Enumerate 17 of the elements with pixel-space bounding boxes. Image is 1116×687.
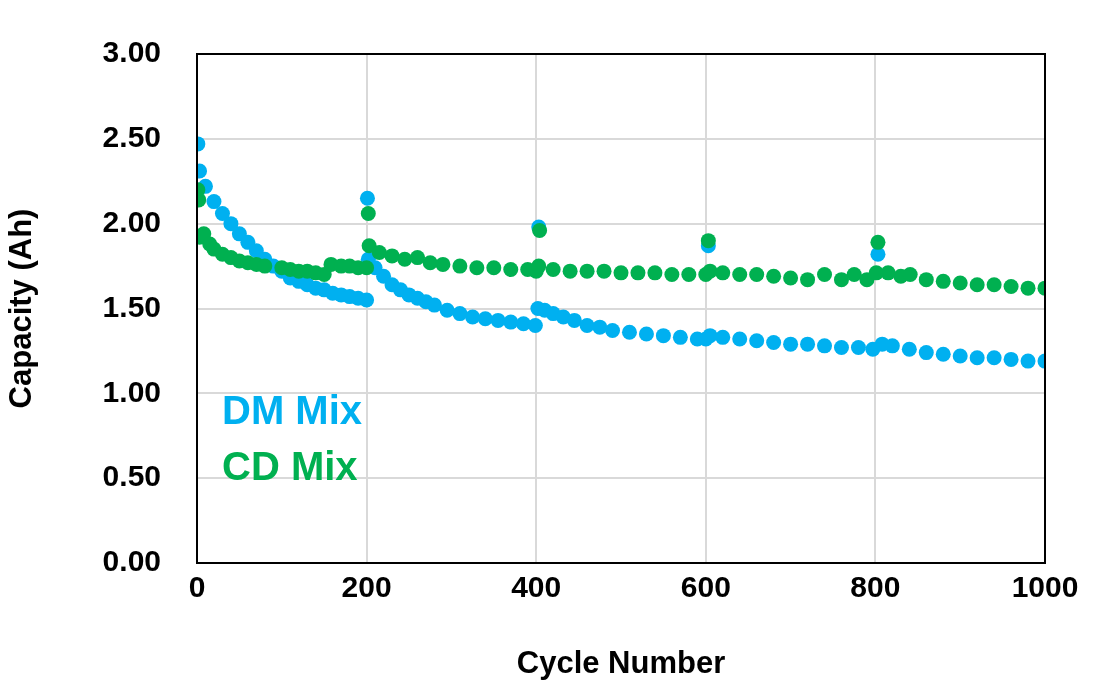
y-tick-label: 3.00 (102, 35, 161, 69)
x-tick-label: 1000 (1011, 570, 1079, 604)
x-tick-label: 0 (188, 570, 206, 604)
y-tick-label: 1.00 (102, 374, 161, 408)
y-tick-label: 1.50 (102, 289, 161, 323)
text: DM Mix (222, 388, 362, 432)
x-tick-label: 800 (850, 570, 901, 604)
x-tick-label: 600 (680, 570, 731, 604)
x-tick-label: 200 (341, 570, 392, 604)
x-axis-title: Cycle Number (516, 644, 726, 680)
y-tick-label: 2.50 (102, 120, 161, 154)
y-axis-title: Capacity (Ah) (3, 208, 39, 409)
y-tick-label: 0.50 (102, 459, 161, 493)
y-tick-label: 2.00 (102, 204, 161, 238)
x-tick-label: 400 (511, 570, 562, 604)
text: CD Mix (222, 444, 358, 488)
y-tick-label: 0.00 (102, 544, 161, 578)
